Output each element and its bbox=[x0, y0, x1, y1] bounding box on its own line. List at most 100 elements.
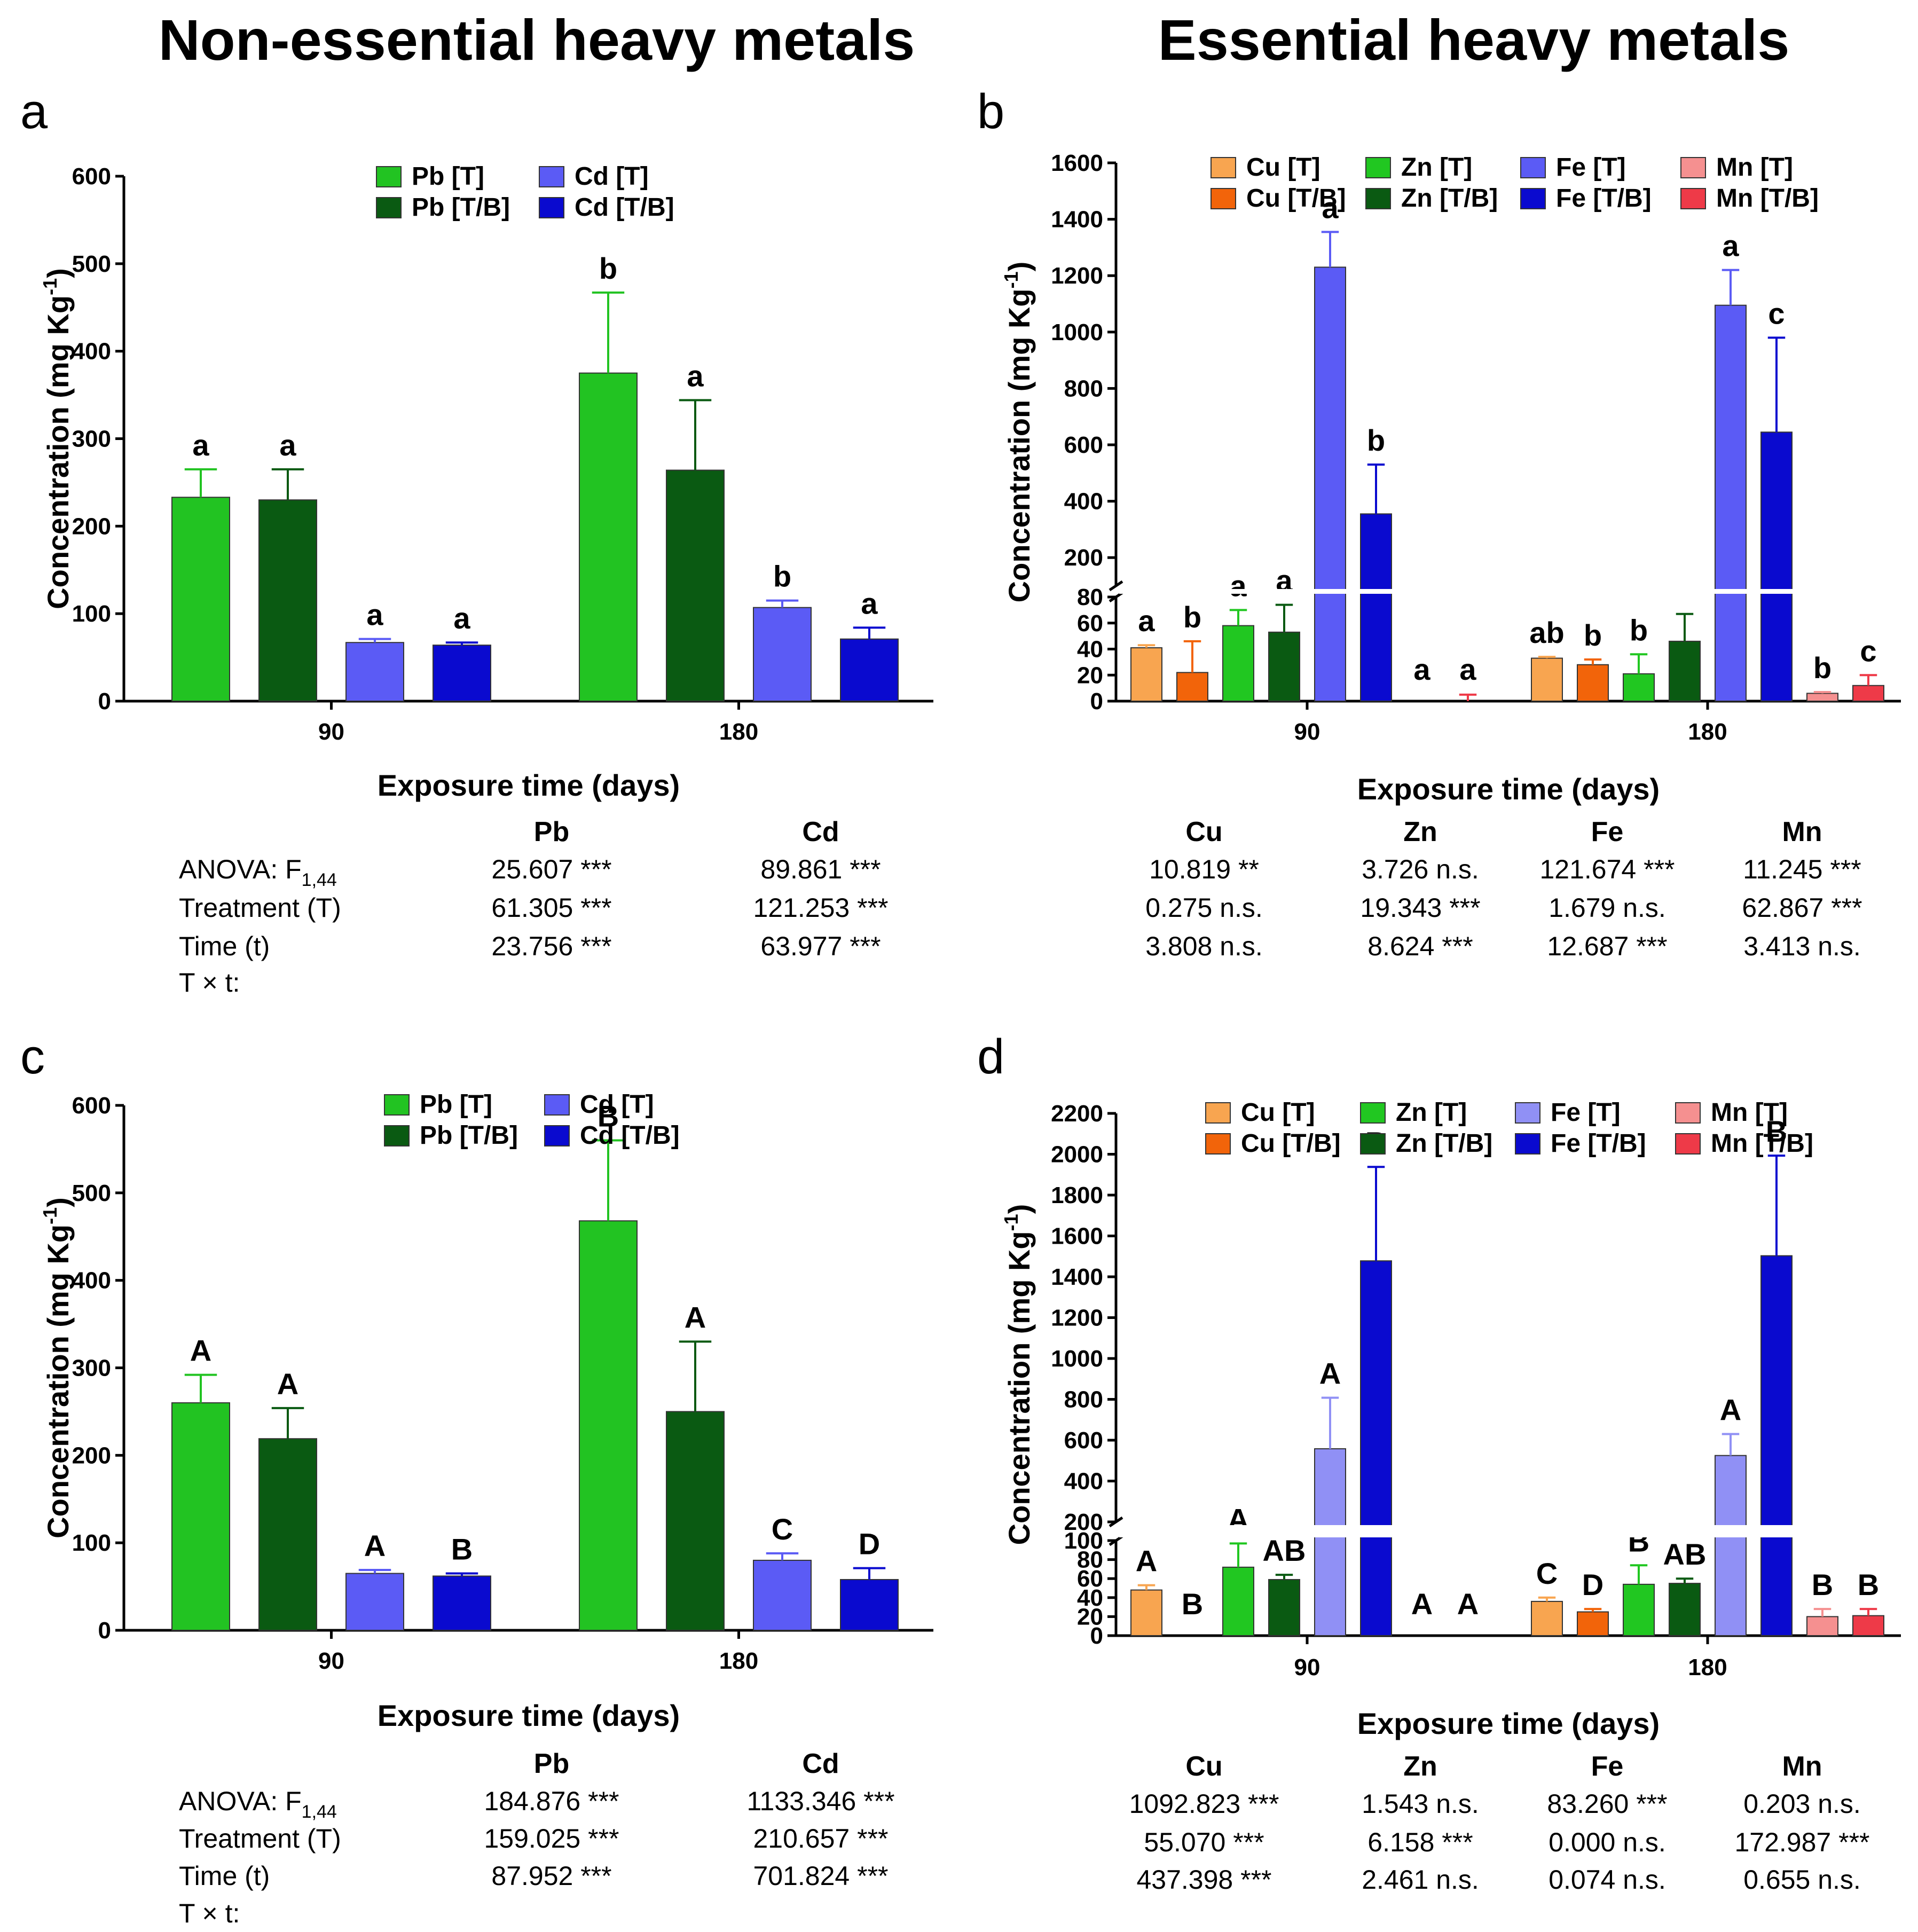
stats-header: Pb bbox=[534, 1748, 569, 1779]
legend-swatch bbox=[1675, 1133, 1701, 1155]
stats-value: 0.655 n.s. bbox=[1743, 1865, 1861, 1895]
bar bbox=[1715, 1455, 1747, 1636]
stats-row-label-text: Treatment (T) bbox=[179, 1824, 341, 1854]
y-axis-title: Concentration (mg Kg-1) bbox=[1000, 262, 1036, 603]
legend-label: Fe [T/B] bbox=[1551, 1129, 1646, 1158]
y-tick-label: 80 bbox=[1077, 584, 1103, 610]
legend: Cu [T]Cu [T/B] Zn [T]Zn [T/B] Fe [T]Fe [T/… bbox=[1205, 1098, 1813, 1158]
significance-letter: A bbox=[1457, 1587, 1479, 1621]
stats-row-label: ANOVA: F1,44 bbox=[179, 854, 337, 890]
y-tick-label: 800 bbox=[1064, 1387, 1103, 1413]
stats-header: Zn bbox=[1403, 816, 1437, 847]
bar bbox=[666, 1411, 725, 1631]
bar bbox=[258, 1438, 317, 1631]
legend-label: Pb [T/B] bbox=[412, 193, 510, 222]
legend-label: Cd [T] bbox=[575, 162, 649, 191]
legend: Pb [T]Pb [T/B] Cd [T]Cd [T/B] bbox=[376, 162, 674, 222]
x-axis-title: Exposure time (days) bbox=[1357, 1707, 1660, 1740]
bar bbox=[753, 607, 812, 702]
stats-header: Cd bbox=[802, 1748, 839, 1779]
y-tick-label: 1400 bbox=[1051, 207, 1103, 233]
significance-letter: B bbox=[598, 1099, 619, 1133]
bar bbox=[840, 1578, 899, 1631]
stats-value: 89.861 *** bbox=[760, 854, 881, 884]
x-axis-title: Exposure time (days) bbox=[1357, 772, 1660, 806]
y-tick-label: 1200 bbox=[1051, 1305, 1103, 1331]
y-axis-title-sup: -1 bbox=[1000, 1214, 1022, 1231]
y-tick-label: 600 bbox=[72, 163, 111, 190]
significance-letter: B bbox=[1766, 1114, 1787, 1148]
legend-label: Fe [T] bbox=[1551, 1098, 1621, 1127]
stats-value: 159.025 *** bbox=[484, 1824, 619, 1854]
stats-value: 83.260 *** bbox=[1547, 1789, 1667, 1819]
y-tick-label: 40 bbox=[1077, 637, 1103, 663]
bar bbox=[1577, 664, 1609, 702]
legend-label: Cu [T] bbox=[1246, 153, 1320, 182]
y-tick-label: 60 bbox=[1077, 1566, 1103, 1592]
stats-row-label: T × t: bbox=[179, 1898, 240, 1928]
y-tick-label: 600 bbox=[72, 1093, 111, 1119]
legend-label: Zn [T] bbox=[1401, 153, 1472, 182]
stats-header: Pb bbox=[534, 816, 569, 847]
stats-row-label: ANOVA: F1,44 bbox=[179, 1786, 337, 1822]
stats-table: Cu Zn Fe Mn 10.819 ** 3.726 n.s. 121.674 *** 11… bbox=[1145, 816, 1862, 961]
y-tick-label: 20 bbox=[1077, 662, 1103, 688]
significance-letter: C bbox=[1536, 1557, 1558, 1590]
legend-label: Fe [T/B] bbox=[1556, 184, 1652, 213]
bar bbox=[753, 1559, 812, 1631]
x-tick-label: 90 bbox=[318, 1648, 344, 1674]
legend-swatch bbox=[1360, 1133, 1386, 1155]
legend-label: Cu [T] bbox=[1241, 1098, 1315, 1127]
y-tick-label: 1000 bbox=[1051, 1346, 1103, 1372]
stats-row-label-text: Time (t) bbox=[179, 1861, 270, 1891]
stats-value: 0.074 n.s. bbox=[1548, 1865, 1666, 1895]
significance-letter: A bbox=[277, 1367, 298, 1401]
stats-row-label-sub: 1,44 bbox=[302, 870, 337, 890]
stats-value: 3.726 n.s. bbox=[1362, 854, 1479, 884]
y-tick-label: 600 bbox=[1064, 1427, 1103, 1454]
stats-row-label-text: Treatment (T) bbox=[179, 893, 341, 923]
bar bbox=[345, 1573, 404, 1631]
panel-c: c 0 100 200 300 400 500 600 Concentration (mg Kg… bbox=[20, 1030, 933, 1928]
x-axis-title: Exposure time (days) bbox=[378, 1699, 680, 1732]
stats-value: 10.819 ** bbox=[1149, 854, 1259, 884]
stats-table: Pb Cd ANOVA: F1,44 25.607 *** 89.861 *** Trea… bbox=[179, 816, 889, 998]
legend-swatch bbox=[1210, 157, 1236, 178]
bar bbox=[1314, 266, 1346, 702]
y-tick-label: 400 bbox=[1064, 489, 1103, 515]
y-axis-title-main: Concentration (mg Kg bbox=[1002, 1231, 1036, 1545]
panel-letter: d bbox=[977, 1030, 1004, 1084]
stats-value: 19.343 *** bbox=[1360, 893, 1480, 923]
stats-header: Cu bbox=[1185, 1751, 1222, 1782]
significance-letter: AB bbox=[1263, 1534, 1306, 1567]
x-tick-label: 180 bbox=[1688, 719, 1727, 745]
legend-swatch bbox=[1360, 1102, 1386, 1124]
bar bbox=[1268, 631, 1300, 702]
legend-label: Pb [T] bbox=[412, 162, 484, 191]
bar bbox=[433, 1575, 491, 1631]
y-axis-title-close: ) bbox=[1002, 1204, 1036, 1214]
y-tick-label: 0 bbox=[1090, 688, 1103, 714]
significance-letter: A bbox=[685, 1300, 706, 1334]
stats-value: 701.824 *** bbox=[753, 1861, 888, 1891]
stats-value: 121.253 *** bbox=[753, 893, 888, 923]
x-tick-label: 90 bbox=[1294, 1654, 1320, 1680]
stats-value: 11.245 *** bbox=[1743, 854, 1861, 884]
bar bbox=[1531, 657, 1563, 702]
legend-swatch bbox=[384, 1125, 410, 1146]
y-axis-title-main: Concentration (mg Kg bbox=[41, 295, 75, 609]
stats-value: 23.756 *** bbox=[491, 931, 611, 961]
legend-label: Cd [T/B] bbox=[575, 193, 674, 222]
y-axis-title-main: Concentration (mg Kg bbox=[1002, 288, 1036, 602]
legend-swatch bbox=[539, 197, 564, 218]
legend: Cu [T]Cu [T/B] Zn [T]Zn [T/B] Fe [T]Fe [T/… bbox=[1210, 153, 1819, 213]
legend-swatch bbox=[1205, 1133, 1231, 1155]
y-tick-label: 300 bbox=[72, 426, 111, 452]
axis-break-gap bbox=[1119, 589, 1904, 594]
bar bbox=[1852, 1615, 1884, 1637]
bar bbox=[1176, 672, 1208, 702]
stats-value: 0.000 n.s. bbox=[1548, 1827, 1666, 1857]
legend-label: Cd [T/B] bbox=[580, 1121, 680, 1150]
